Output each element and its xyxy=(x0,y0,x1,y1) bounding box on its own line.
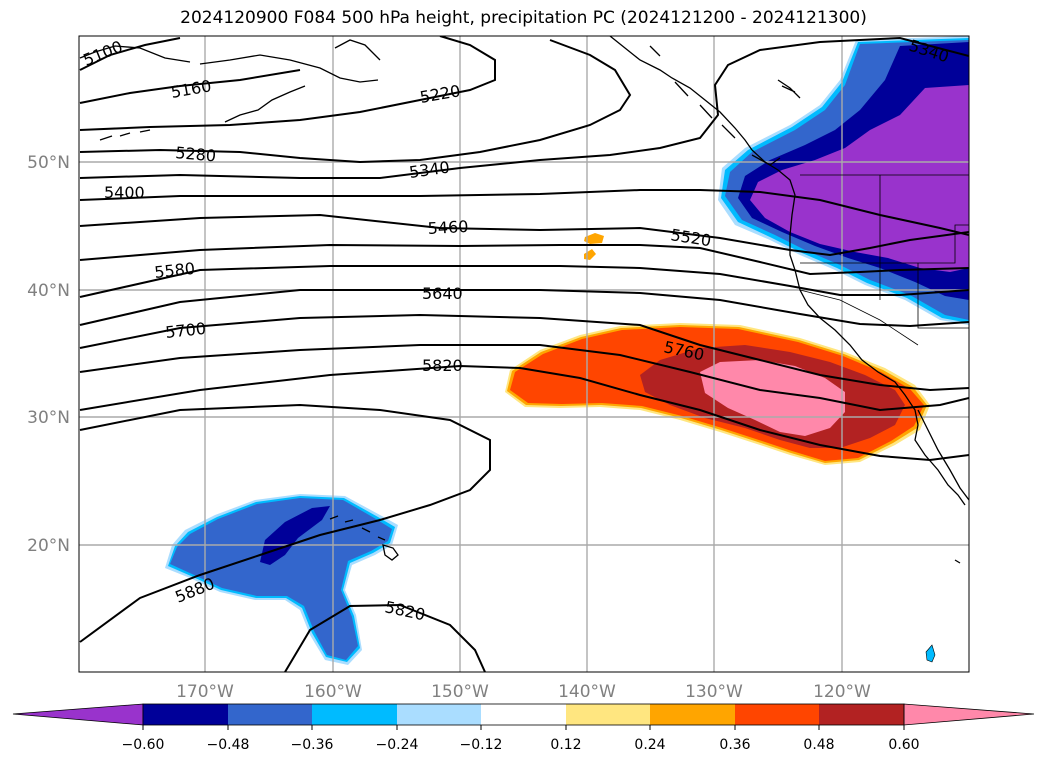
lon-label: 170°W xyxy=(176,682,234,702)
coastlines xyxy=(79,36,969,564)
precip-negative-central-pacific xyxy=(165,494,398,665)
lon-label: 120°W xyxy=(813,682,871,702)
colorbar-tick-label: 0.36 xyxy=(719,737,750,753)
colorbar-tick-label: −0.48 xyxy=(207,737,250,753)
map-frame xyxy=(78,35,970,673)
contour-label: 5460 xyxy=(427,217,469,238)
contour-label: 5580 xyxy=(153,259,195,282)
colorbar-segment xyxy=(312,704,397,725)
colorbar-tick-label: −0.24 xyxy=(376,737,419,753)
longitude-labels: 170°W 160°W 150°W 140°W 130°W 120°W xyxy=(176,682,871,702)
contour-label: 5280 xyxy=(175,143,217,165)
colorbar-tick-label: −0.12 xyxy=(460,737,503,753)
lat-label: 30°N xyxy=(27,408,70,428)
lon-label: 130°W xyxy=(685,682,743,702)
contour-label: 5820 xyxy=(422,356,463,375)
colorbar-outline xyxy=(142,703,905,726)
colorbar-extend-min xyxy=(12,703,144,726)
precip-negative-small xyxy=(925,644,936,663)
colorbar-tick-label: 0.12 xyxy=(550,737,581,753)
lon-label: 150°W xyxy=(431,682,489,702)
lat-label: 40°N xyxy=(27,281,70,301)
height-contours xyxy=(79,36,969,672)
lon-label: 140°W xyxy=(558,682,616,702)
colorbar-segment xyxy=(650,704,735,725)
precip-negative-pacific-nw xyxy=(718,36,969,325)
borders xyxy=(799,174,969,346)
colorbar-segment xyxy=(566,704,650,725)
colorbar-tick-label: 0.60 xyxy=(888,737,919,753)
lon-label: 160°W xyxy=(304,682,362,702)
lat-label: 50°N xyxy=(27,153,70,173)
colorbar-segment xyxy=(735,704,819,725)
colorbar-segment xyxy=(819,704,904,725)
contour-label: 5400 xyxy=(104,183,145,202)
colorbar-segment xyxy=(143,704,228,725)
colorbar-tick-label: −0.60 xyxy=(122,737,165,753)
colorbar-segment xyxy=(481,704,566,725)
lat-label: 20°N xyxy=(27,536,70,556)
latitude-labels: 50°N 40°N 30°N 20°N xyxy=(27,153,70,556)
colorbar-segment xyxy=(397,704,481,725)
colorbar-tick-label: 0.24 xyxy=(634,737,665,753)
contour-label: 5700 xyxy=(164,319,206,342)
colorbar-extend-max xyxy=(903,703,1035,726)
colorbar-tick-label: 0.48 xyxy=(803,737,834,753)
colorbar-tick-label: −0.36 xyxy=(291,737,334,753)
contour-label: 5640 xyxy=(422,284,463,303)
colorbar: −0.60 −0.48 −0.36 −0.24 −0.12 0.12 0.24 … xyxy=(12,703,1035,753)
colorbar-segment xyxy=(228,704,312,725)
map-title: 2024120900 F084 500 hPa height, precipit… xyxy=(180,8,867,28)
precip-positive-small-1 xyxy=(584,233,604,244)
